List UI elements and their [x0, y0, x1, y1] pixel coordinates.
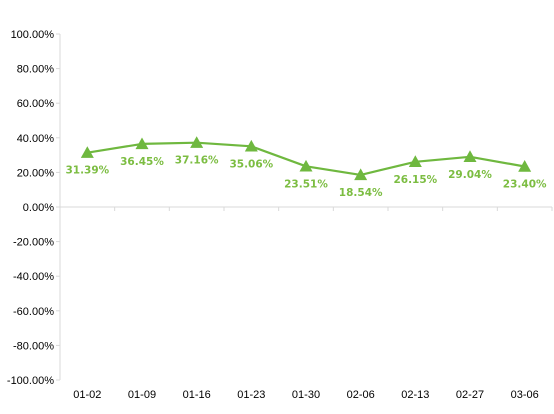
chart-axes: [59, 34, 553, 380]
y-axis-ticks: 100.00% 80.00% 60.00% 40.00% 20.00% 0.00% -20.…: [7, 29, 60, 387]
y-tick-label: -100.00%: [7, 375, 54, 387]
y-tick-label: 60.00%: [17, 98, 55, 110]
y-tick-label: 0.00%: [23, 202, 54, 214]
y-tick-label: 40.00%: [17, 133, 55, 145]
x-tick-label: 02-06: [347, 389, 375, 401]
data-label: 31.39%: [65, 165, 109, 177]
data-point-marker: [354, 168, 368, 181]
data-labels: 31.39% 36.45% 37.16% 35.06% 23.51% 18.54% 26.1…: [65, 155, 547, 199]
x-tick-label: 01-30: [292, 389, 320, 401]
x-tick-label: 01-09: [128, 389, 156, 401]
data-point-marker: [463, 150, 477, 162]
data-point-marker: [244, 139, 258, 152]
data-label: 18.54%: [339, 187, 383, 199]
data-label: 29.04%: [448, 169, 492, 181]
x-tick-label: 03-06: [511, 389, 539, 401]
x-tick-label: 02-27: [456, 389, 484, 401]
y-tick-label: -80.00%: [13, 340, 54, 352]
data-label: 35.06%: [229, 158, 273, 170]
data-point-marker: [135, 137, 149, 150]
y-tick-label: 100.00%: [11, 29, 55, 41]
y-tick-label: 20.00%: [17, 167, 55, 179]
y-tick-label: 80.00%: [17, 64, 55, 76]
x-axis-ticks: 01-02 01-09 01-16 01-23 01-30 02-06 02-13 02-27…: [73, 389, 538, 401]
data-point-marker: [408, 155, 422, 167]
data-point-marker: [80, 146, 94, 158]
chart-series: [80, 136, 532, 181]
data-point-marker: [518, 160, 532, 172]
y-tick-label: -20.00%: [13, 237, 54, 249]
data-point-marker: [190, 136, 204, 148]
y-tick-label: -60.00%: [13, 306, 54, 318]
data-label: 36.45%: [120, 156, 164, 168]
x-tick-label: 01-16: [183, 389, 211, 401]
x-tick-label: 02-13: [401, 389, 429, 401]
y-tick-label: -40.00%: [13, 271, 54, 283]
x-tick-label: 01-23: [237, 389, 265, 401]
x-tick-label: 01-02: [73, 389, 101, 401]
data-label: 37.16%: [175, 155, 219, 167]
data-point-marker: [299, 159, 313, 172]
data-label: 23.40%: [503, 179, 547, 191]
data-label: 23.51%: [284, 178, 328, 190]
data-label: 26.15%: [393, 174, 437, 186]
